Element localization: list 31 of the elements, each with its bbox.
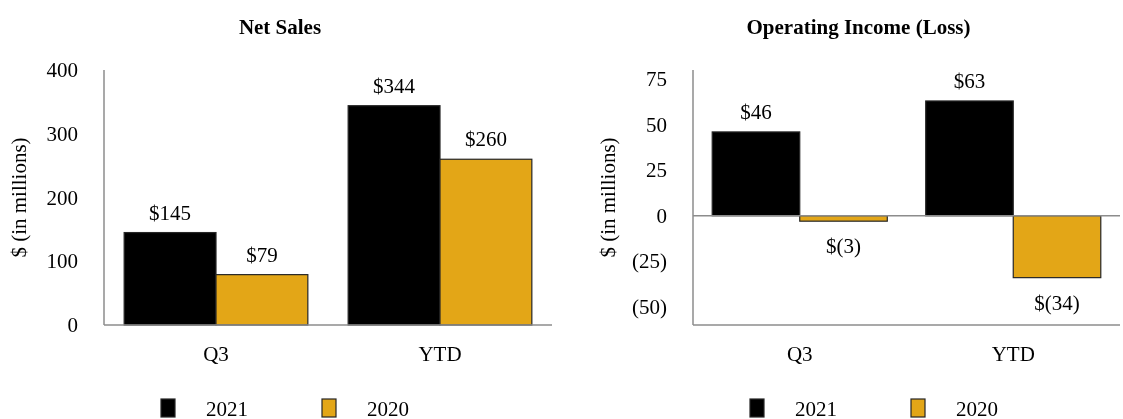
chart-title: Operating Income (Loss) [746, 15, 971, 39]
y-axis-title: $ (in millions) [7, 137, 31, 258]
x-tick-label: Q3 [786, 342, 813, 366]
x-tick-label: YTD [418, 342, 462, 366]
y-tick-label: 50 [646, 112, 667, 137]
data-label: $63 [953, 68, 986, 93]
legend-label: 2021 [206, 397, 248, 419]
data-label: $(34) [1034, 290, 1080, 315]
y-tick-label: 75 [646, 67, 667, 92]
y-tick-label: 100 [46, 249, 78, 274]
legend-label: 2020 [956, 397, 998, 419]
y-tick-label: (50) [632, 294, 667, 319]
y-tick-label: 300 [46, 121, 78, 146]
data-label: $145 [149, 200, 192, 225]
data-label: $79 [246, 242, 278, 267]
y-tick-label: (25) [632, 249, 667, 274]
legend-label: 2021 [795, 397, 837, 419]
data-label: $(3) [826, 234, 862, 259]
y-tick-label: 0 [67, 313, 78, 337]
x-tick-label: Q3 [203, 342, 229, 366]
y-axis-title: $ (in millions) [596, 137, 620, 258]
y-tick-label: 400 [46, 58, 78, 82]
x-tick-label: YTD [991, 342, 1035, 366]
y-tick-label: 200 [46, 185, 78, 210]
chart-title: Net Sales [238, 15, 322, 39]
data-label: $260 [464, 127, 507, 152]
y-tick-label: 0 [656, 203, 667, 228]
data-label: $344 [373, 73, 416, 98]
legend-label: 2020 [367, 397, 409, 419]
y-tick-label: 25 [646, 158, 667, 183]
data-label: $46 [740, 99, 772, 124]
